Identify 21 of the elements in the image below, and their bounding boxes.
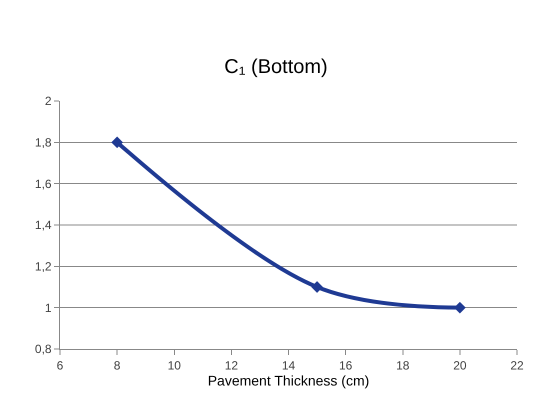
y-tick-label: 0,8	[34, 342, 52, 356]
y-tick-label: 1,2	[34, 260, 52, 274]
x-tick-label: 22	[510, 358, 524, 372]
point	[454, 302, 466, 314]
x-tick-label: 10	[168, 358, 182, 372]
chart-title: C₁ (Bottom)	[224, 56, 328, 78]
y-tick-label: 2	[44, 94, 52, 108]
x-tick-label: 6	[56, 358, 64, 372]
y-tick-label: 1	[44, 300, 52, 315]
x-tick-label: 16	[338, 358, 353, 372]
x-tick-label: 20	[453, 358, 467, 372]
x-tick-label: 12	[224, 358, 238, 372]
y-tick-label: 1,8	[34, 136, 52, 150]
x-tick-label: 18	[396, 358, 410, 372]
y-tick-label: 1,4	[34, 218, 52, 232]
point	[111, 136, 123, 148]
y-tick-label: 1,6	[34, 176, 52, 191]
point	[311, 281, 323, 293]
x-tick-label: 8	[114, 358, 121, 372]
x-tick-label: 14	[282, 358, 296, 372]
x-axis-title: Pavement Thickness (cm)	[208, 372, 370, 388]
